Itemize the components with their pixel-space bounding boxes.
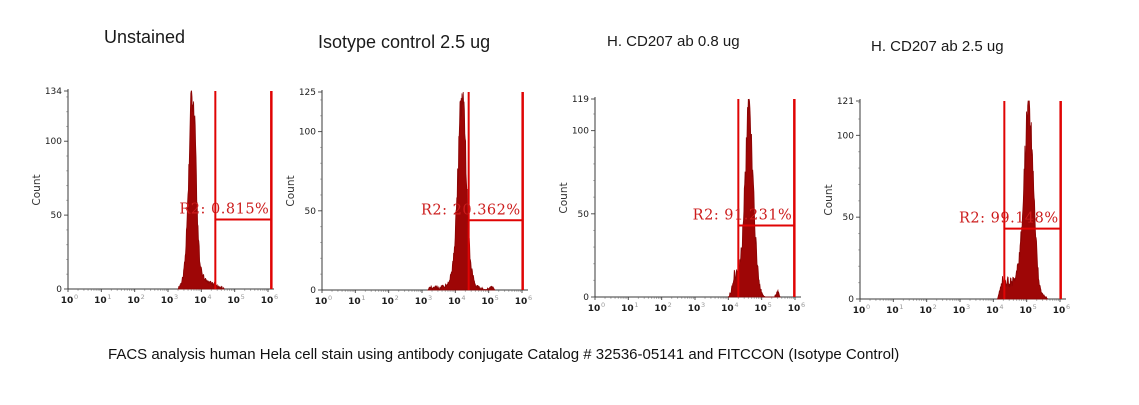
- facs-panel-cd207-2-5ug: 10 0 10 1 10 2 10 3 10 4 10 5 10 6 0 50 100 121 Count R2: 9…: [820, 91, 1076, 326]
- x-tick-exponent: 6: [528, 294, 532, 302]
- x-tick-exponent: 2: [395, 294, 399, 302]
- x-tick-label: 10: [261, 296, 274, 306]
- gate-label: R2: 91.231%: [693, 207, 793, 223]
- x-tick-label: 10: [61, 296, 74, 306]
- x-tick-label: 10: [788, 304, 801, 314]
- x-tick-label: 10: [194, 296, 207, 306]
- x-tick-exponent: 3: [428, 294, 432, 302]
- x-tick-exponent: 1: [361, 294, 365, 302]
- panel-title-isotype-control: Isotype control 2.5 ug: [318, 32, 491, 52]
- x-tick-exponent: 3: [174, 293, 178, 301]
- y-axis-label: Count: [31, 174, 43, 205]
- y-tick-label: 100: [837, 131, 854, 141]
- histogram-curve: [427, 91, 496, 291]
- x-tick-label: 10: [348, 297, 361, 307]
- histogram-curve: [996, 100, 1048, 301]
- x-tick-exponent: 3: [966, 303, 970, 311]
- facs-panel-unstained: 10 0 10 1 10 2 10 3 10 4 10 5 10 6 0 50 100 134 Count R2: 0…: [28, 81, 284, 316]
- y-tick-label: 0: [848, 295, 854, 305]
- y-tick-label: 0: [310, 286, 316, 296]
- y-tick-label: 50: [305, 207, 317, 217]
- y-tick-label: 125: [299, 88, 316, 98]
- x-tick-exponent: 6: [1066, 303, 1070, 311]
- histogram-curve: [727, 98, 781, 298]
- figure-caption: FACS analysis human Hela cell stain usin…: [108, 346, 900, 363]
- x-tick-exponent: 0: [601, 301, 605, 309]
- histogram-curve: [177, 90, 225, 291]
- x-tick-label: 10: [94, 296, 107, 306]
- y-tick-label: 50: [578, 210, 590, 220]
- panel-title-unstained: Unstained: [104, 27, 186, 47]
- x-tick-exponent: 4: [999, 303, 1003, 311]
- x-tick-exponent: 0: [74, 293, 78, 301]
- x-tick-label: 10: [161, 296, 174, 306]
- x-tick-label: 10: [515, 297, 528, 307]
- x-tick-exponent: 5: [241, 293, 245, 301]
- x-tick-label: 10: [381, 297, 394, 307]
- x-tick-label: 10: [1019, 306, 1032, 316]
- x-tick-label: 10: [919, 306, 932, 316]
- x-tick-exponent: 0: [866, 303, 870, 311]
- y-tick-label: 50: [51, 211, 63, 221]
- x-tick-exponent: 4: [461, 294, 465, 302]
- y-axis-label: Count: [558, 182, 570, 213]
- facs-panel-isotype-control: 10 0 10 1 10 2 10 3 10 4 10 5 10 6 0 50 100 125 Count R2: 2…: [282, 82, 538, 317]
- x-tick-exponent: 2: [141, 293, 145, 301]
- facs-panel-cd207-0-8ug: 10 0 10 1 10 2 10 3 10 4 10 5 10 6 0 50 100 119 Count R2: 9…: [555, 89, 811, 324]
- panel-title-cd207-2-5ug: H. CD207 ab 2.5 ug: [871, 38, 1004, 55]
- x-tick-exponent: 3: [701, 301, 705, 309]
- x-tick-label: 10: [953, 306, 966, 316]
- y-tick-label: 134: [45, 87, 62, 97]
- x-tick-exponent: 5: [495, 294, 499, 302]
- x-tick-label: 10: [853, 306, 866, 316]
- x-tick-label: 10: [721, 304, 734, 314]
- panel-title-cd207-0-8ug: H. CD207 ab 0.8 ug: [607, 33, 740, 50]
- y-tick-label: 100: [299, 128, 316, 138]
- y-tick-label: 121: [837, 97, 854, 107]
- x-tick-exponent: 5: [768, 301, 772, 309]
- x-tick-label: 10: [127, 296, 140, 306]
- x-tick-label: 10: [415, 297, 428, 307]
- x-tick-label: 10: [481, 297, 494, 307]
- y-axis-label: Count: [823, 184, 835, 215]
- gate-label: R2: 20.362%: [421, 202, 521, 218]
- x-tick-exponent: 2: [933, 303, 937, 311]
- x-tick-label: 10: [448, 297, 461, 307]
- x-tick-exponent: 0: [328, 294, 332, 302]
- x-tick-label: 10: [588, 304, 601, 314]
- x-tick-exponent: 4: [207, 293, 211, 301]
- x-tick-exponent: 4: [734, 301, 738, 309]
- y-tick-label: 100: [45, 137, 62, 147]
- x-tick-exponent: 5: [1033, 303, 1037, 311]
- gate-label: R2: 99.148%: [959, 211, 1059, 227]
- y-tick-label: 50: [843, 213, 855, 223]
- x-tick-label: 10: [688, 304, 701, 314]
- x-tick-exponent: 2: [668, 301, 672, 309]
- x-tick-label: 10: [621, 304, 634, 314]
- gate-label: R2: 0.815%: [179, 202, 269, 218]
- x-tick-exponent: 6: [274, 293, 278, 301]
- x-tick-label: 10: [227, 296, 240, 306]
- x-tick-exponent: 1: [634, 301, 638, 309]
- x-tick-exponent: 6: [801, 301, 805, 309]
- x-tick-label: 10: [986, 306, 999, 316]
- x-tick-label: 10: [1053, 306, 1066, 316]
- x-tick-label: 10: [315, 297, 328, 307]
- x-tick-label: 10: [754, 304, 767, 314]
- x-tick-exponent: 1: [107, 293, 111, 301]
- y-tick-label: 0: [583, 293, 589, 303]
- y-tick-label: 100: [572, 127, 589, 137]
- x-tick-exponent: 1: [899, 303, 903, 311]
- y-tick-label: 0: [56, 285, 62, 295]
- y-tick-label: 119: [572, 95, 589, 105]
- x-tick-label: 10: [654, 304, 667, 314]
- y-axis-label: Count: [285, 175, 297, 206]
- x-tick-label: 10: [886, 306, 899, 316]
